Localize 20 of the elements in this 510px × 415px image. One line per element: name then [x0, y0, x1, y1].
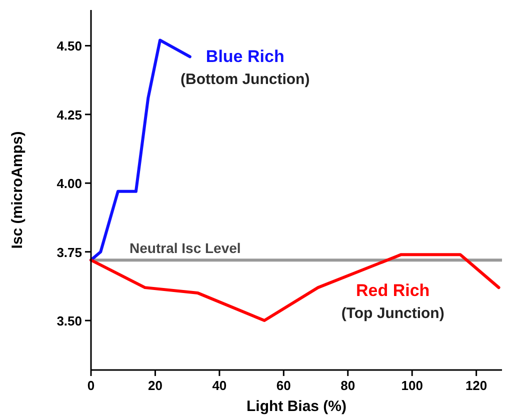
x-tick-label: 80 [340, 378, 356, 393]
y-tick-label: 3.50 [56, 314, 82, 329]
y-tick-label: 3.75 [56, 244, 82, 260]
y-tick-label: 4.50 [56, 38, 82, 54]
annotation: (Top Junction) [341, 304, 444, 322]
line-series [90, 253, 500, 322]
annotation: (Bottom Junction) [180, 71, 310, 88]
y-tick-label: 4.00 [56, 176, 82, 192]
x-tick-label: 100 [401, 378, 423, 393]
x-axis-title: Light Bias (%) [246, 398, 346, 415]
y-tick-label: 4.25 [56, 107, 82, 122]
x-tick-label: 20 [148, 378, 162, 393]
series-label: Red Rich [356, 280, 430, 300]
ref-line-label: Neutral Isc Level [130, 240, 241, 256]
x-tick-label: 40 [212, 378, 227, 393]
x-tick-label: 60 [276, 378, 291, 393]
x-tick-label: 120 [465, 378, 488, 393]
x-tick-label: 0 [87, 378, 95, 393]
series-label: Blue Rich [206, 47, 284, 66]
y-axis-title: Isc (microAmps) [9, 131, 26, 249]
